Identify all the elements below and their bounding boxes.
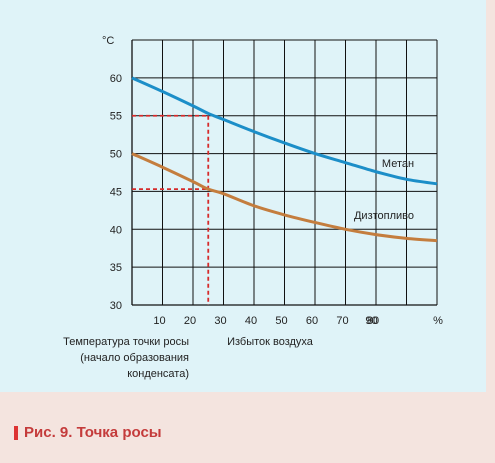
x-tick-label: 80 bbox=[367, 315, 379, 327]
y-tick-label: 50 bbox=[110, 149, 122, 161]
series-line-methane bbox=[131, 76, 438, 186]
x-tick-label: 20 bbox=[184, 315, 196, 327]
figure-caption: Рис. 9. Точка росы bbox=[14, 424, 162, 441]
x-tick-label: 30 bbox=[214, 315, 226, 327]
caption-text: Рис. 9. Точка росы bbox=[24, 424, 162, 441]
y-axis-title-line: (начало образования bbox=[80, 352, 189, 364]
x-tick-label: 60 bbox=[306, 315, 318, 327]
series-line-diesel bbox=[131, 152, 438, 243]
x-unit-label: % bbox=[433, 315, 443, 327]
x-tick-label: 50 bbox=[275, 315, 287, 327]
y-tick-label: 35 bbox=[110, 262, 122, 274]
caption-marker bbox=[14, 425, 18, 440]
x-tick-label: 10 bbox=[153, 315, 165, 327]
series-label-diesel: Дизтопливо bbox=[354, 210, 414, 222]
x-tick-label: 70 bbox=[336, 315, 348, 327]
series-label-methane: Метан bbox=[382, 158, 414, 170]
x-tick-label: 40 bbox=[245, 315, 257, 327]
y-tick-label: 60 bbox=[110, 73, 122, 85]
y-tick-label: 30 bbox=[110, 300, 122, 312]
y-tick-label: 45 bbox=[110, 186, 122, 198]
x-tick-label: 90 bbox=[365, 315, 377, 327]
x-axis-title: Избыток воздуха bbox=[227, 336, 314, 348]
y-unit-label: °C bbox=[102, 35, 114, 47]
y-tick-label: 40 bbox=[110, 224, 122, 236]
y-axis-title-line: конденсата) bbox=[127, 368, 189, 380]
y-axis-title-line: Температура точки росы bbox=[63, 336, 189, 348]
y-tick-label: 55 bbox=[110, 111, 122, 123]
